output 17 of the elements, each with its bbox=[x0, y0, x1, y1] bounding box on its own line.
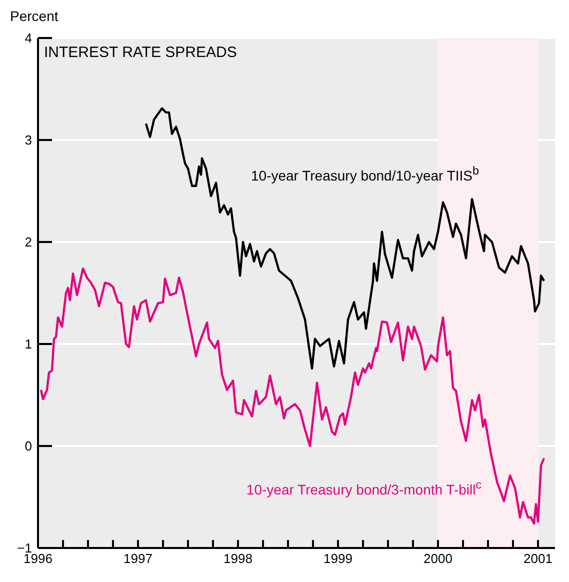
y-tick-label: 2 bbox=[24, 234, 32, 250]
y-tick-label: 0 bbox=[24, 438, 32, 454]
line-series bbox=[40, 267, 546, 525]
x-tick-label: 1996 bbox=[24, 551, 52, 566]
series-label: 10-year Treasury bond/10-year TIIS$^{b}$ bbox=[250, 164, 480, 183]
y-tick-label: 3 bbox=[24, 132, 32, 148]
x-tick-label: 2001 bbox=[524, 551, 552, 566]
y-tick-label: 4 bbox=[24, 30, 32, 46]
x-tick-label: 2000 bbox=[424, 551, 452, 566]
series-label: 10-year Treasury bond/3-month T-bill$^{c}$ bbox=[246, 478, 482, 498]
line-series bbox=[144, 107, 546, 370]
x-tick-label: 1997 bbox=[124, 551, 152, 566]
x-tick-label: 1998 bbox=[224, 551, 252, 566]
chart-title: INTEREST RATE SPREADS bbox=[44, 44, 237, 61]
x-tick-label: 1999 bbox=[324, 551, 352, 566]
y-tick-label: 1 bbox=[24, 336, 32, 352]
y-axis-title: Percent bbox=[10, 8, 58, 24]
